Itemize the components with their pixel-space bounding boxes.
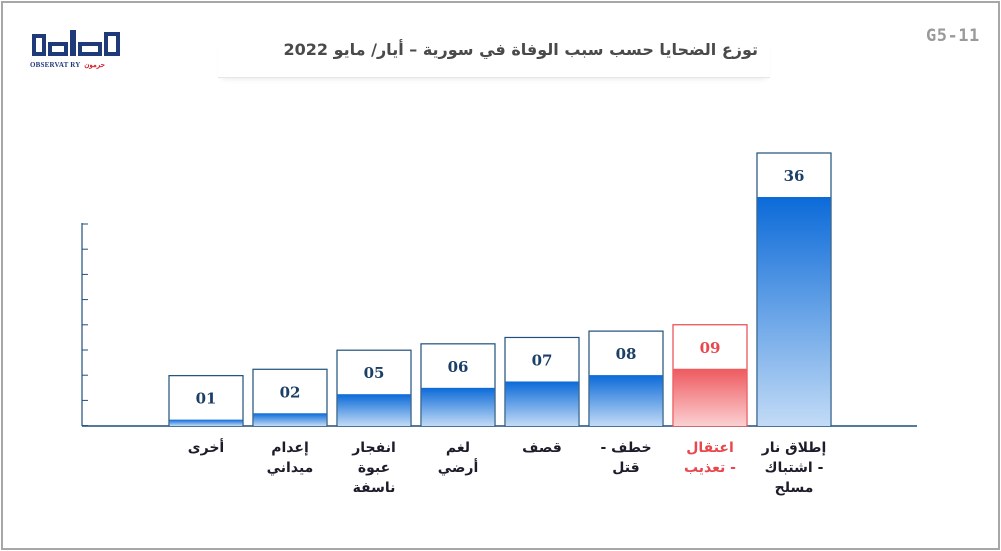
bar-value-label: 06: [448, 358, 469, 376]
category-label: انفجار: [351, 440, 396, 456]
category-label: ميداني: [267, 460, 314, 476]
bar-value-label: 07: [532, 351, 553, 369]
bar-value-label: 01: [196, 390, 217, 408]
bar: [505, 381, 579, 426]
bar-value-label: 05: [364, 364, 385, 382]
chart-title: توزع الضحايا حسب سبب الوفاة في سورية – أ…: [283, 40, 759, 59]
bar-value-label: 08: [616, 345, 637, 363]
category-label: مسلح: [775, 480, 814, 496]
bar: [253, 413, 327, 426]
title-panel: توزع الضحايا حسب سبب الوفاة في سورية – أ…: [218, 37, 770, 78]
bar-frame: [168, 375, 244, 427]
figure-code: G5-11: [926, 26, 980, 46]
category-label: أرضي: [438, 458, 479, 476]
category-label: أخرى: [188, 438, 224, 456]
logo-subtitle: OBSERVAT RY حرمون: [30, 61, 105, 69]
category-label: لغم: [446, 440, 470, 456]
category-labels: أخرى إعدام ميداني انفجار عبوة ناسفة لغم أرضي قصف…: [188, 438, 827, 496]
category-label: إعدام: [271, 440, 309, 456]
category-label: - اشتباك: [765, 460, 824, 476]
observatory-logo: OBSERVAT RY حرمون: [28, 28, 128, 74]
bar: [169, 419, 243, 426]
bar: [757, 197, 831, 426]
category-label: - تعذيب: [684, 460, 736, 476]
bar-value-label: 09: [700, 339, 721, 357]
bar: [589, 375, 663, 426]
category-label: قتل: [612, 460, 639, 476]
category-label: خطف -: [600, 440, 651, 456]
category-label: اعتقال: [686, 440, 734, 456]
bars-group: 01 02 05 06 07 08 09 36: [168, 152, 832, 427]
category-label: ناسفة: [353, 480, 396, 496]
category-label: قصف: [522, 440, 562, 456]
bar: [337, 394, 411, 426]
category-label: عبوة: [358, 460, 390, 476]
bar-value-label: 02: [280, 383, 301, 401]
bar: [673, 368, 747, 426]
logo-mark: [32, 30, 120, 56]
category-label: إطلاق نار: [761, 440, 827, 456]
bar-value-label: 36: [784, 167, 805, 185]
bar: [421, 387, 495, 426]
